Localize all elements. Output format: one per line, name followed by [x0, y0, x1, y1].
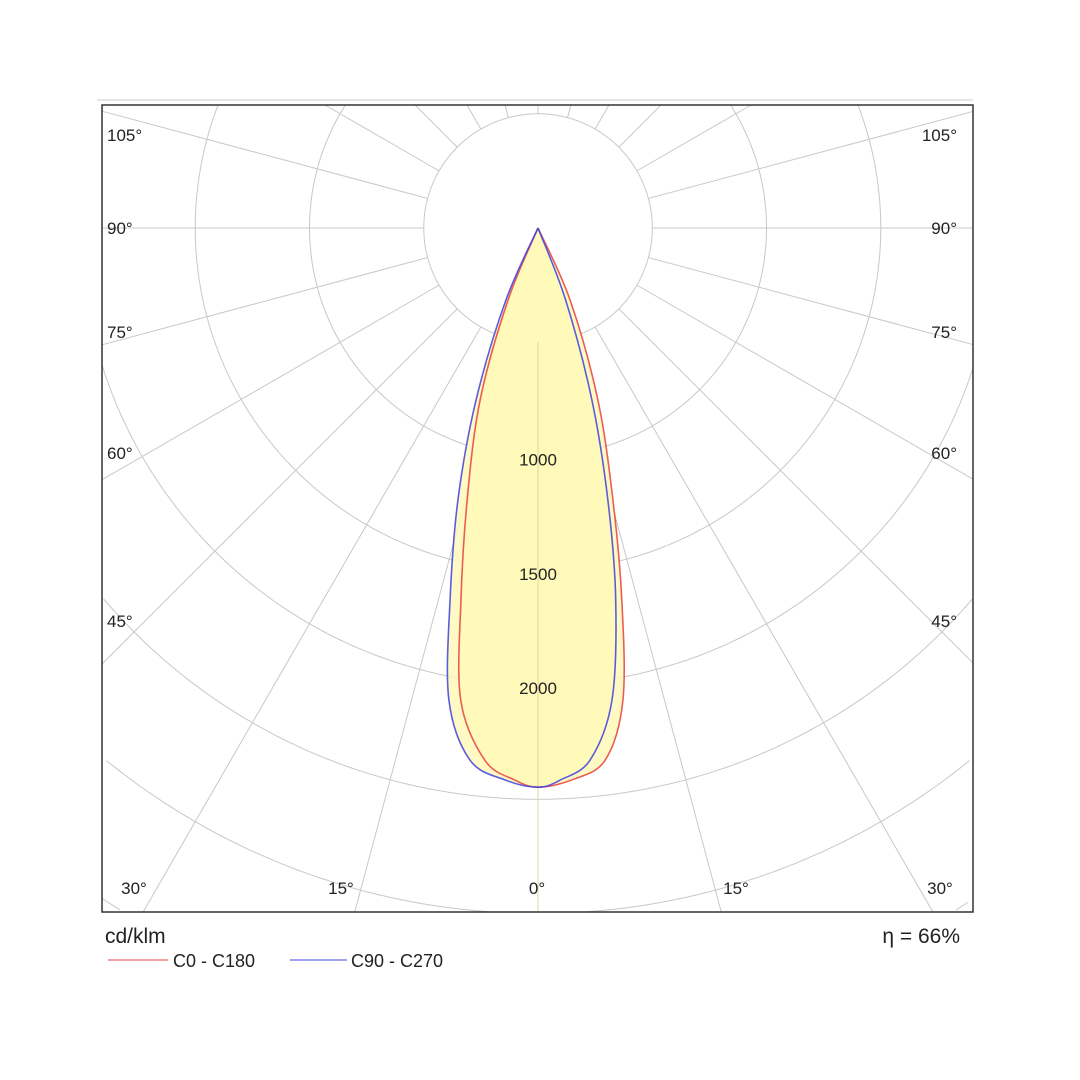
ring-3500: [102, 898, 968, 911]
angle-label-right-60: 60°: [931, 444, 957, 463]
ring-1500: [194, 105, 882, 572]
luminous-fill: [447, 228, 625, 912]
spoke-line: [101, 308, 458, 665]
angle-label-right-75: 75°: [931, 323, 957, 342]
spoke-line: [594, 104, 610, 130]
ring-3000: [106, 760, 970, 913]
spoke-line: [594, 326, 934, 913]
efficiency-label: η = 66%: [882, 925, 960, 948]
angle-label-left-45: 45°: [107, 612, 133, 631]
radial-tick-label: 1000: [519, 451, 557, 470]
spoke-line: [324, 104, 440, 172]
ring-2500: [103, 598, 973, 800]
ring-1000: [309, 104, 767, 457]
angle-label-bottom-0: 0°: [529, 879, 545, 898]
angle-label-bottom-15: 15°: [328, 879, 354, 898]
tick-labels: 1000 1500 2000 0° 15° 15° 30° 30° 45° 45° 60° 60° 75…: [107, 126, 957, 898]
angle-label-bottom-15: 15°: [723, 879, 749, 898]
angle-label-right-105: 105°: [922, 126, 957, 145]
radial-tick-label: 2000: [519, 679, 557, 698]
spoke-line: [567, 104, 572, 118]
angle-label-left-105: 105°: [107, 126, 142, 145]
spoke-line: [142, 326, 482, 913]
spoke-line: [618, 104, 662, 148]
angle-label-bottom-30: 30°: [121, 879, 147, 898]
unit-label: cd/klm: [105, 925, 166, 948]
series-curves: [446, 227, 626, 788]
spoke-line: [636, 104, 752, 172]
ring-500: [423, 113, 653, 343]
ring-2000: [101, 365, 974, 686]
plot-frame: [101, 104, 974, 913]
spoke-line: [414, 104, 458, 148]
legend-label-c90-c270: C90 - C270: [351, 951, 443, 971]
spoke-line: [101, 284, 440, 481]
spoke-line: [618, 308, 974, 664]
spoke-line: [636, 284, 974, 480]
spoke-line: [101, 110, 428, 199]
spoke-line: [504, 104, 509, 118]
spoke-line: [648, 257, 974, 346]
angle-label-right-45: 45°: [931, 612, 957, 631]
angle-label-bottom-30: 30°: [927, 879, 953, 898]
angle-label-left-60: 60°: [107, 444, 133, 463]
radial-tick-label: 1500: [519, 565, 557, 584]
angle-label-left-90: 90°: [107, 219, 133, 238]
spoke-line: [648, 110, 974, 199]
angle-label-right-90: 90°: [931, 219, 957, 238]
legend-label-c0-c180: C0 - C180: [173, 951, 255, 971]
spoke-line: [466, 104, 482, 130]
spoke-line: [101, 257, 428, 346]
angle-label-left-75: 75°: [107, 323, 133, 342]
series-line-c90-c270: [446, 227, 617, 788]
fill-area-1: [447, 228, 617, 788]
